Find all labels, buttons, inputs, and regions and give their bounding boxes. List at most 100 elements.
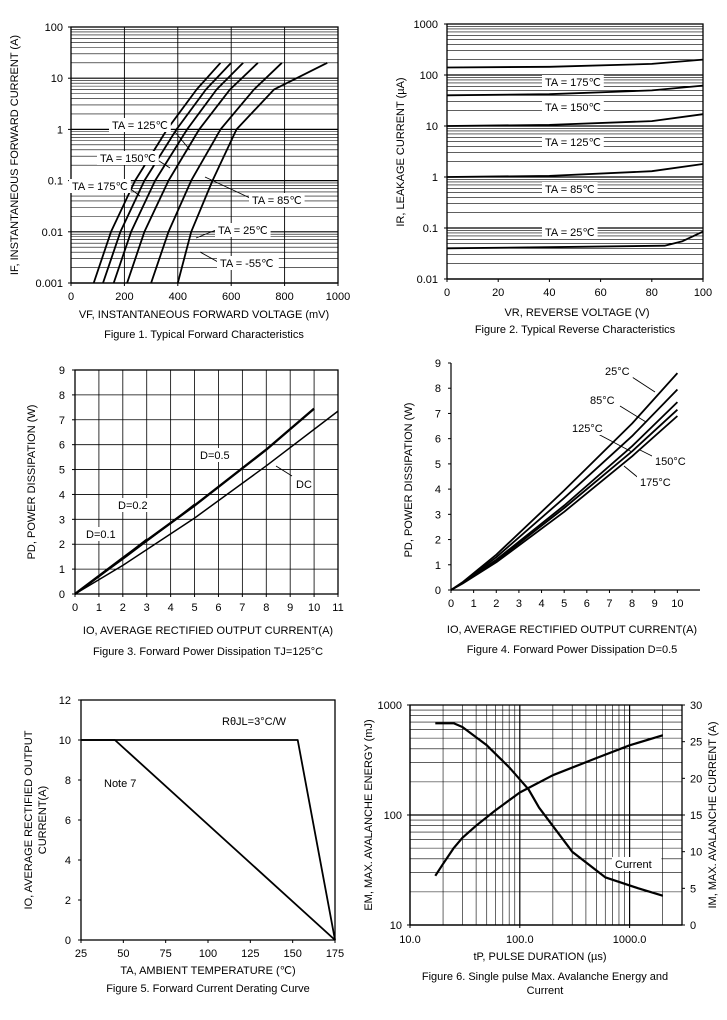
curve-label: TA = 25℃ [218,225,268,237]
y-tick-label: 1000 [378,700,402,712]
y-tick-label: 9 [59,365,65,377]
curve-label: TA = 175℃ [545,77,601,89]
y-axis-label: PD, POWER DISSIPATION (W) [403,403,415,558]
plot-frame [446,23,704,280]
x-tick-label: 0 [448,598,454,610]
y2-tick-label: 15 [690,810,702,822]
y-tick-label: 8 [59,390,65,402]
x-tick-label: 5 [561,598,567,610]
x-tick-label: 7 [239,602,245,614]
figure-caption: Figure 1. Typical Forward Characteristic… [104,329,304,341]
x-tick-label: 10 [671,598,683,610]
figure-5-current-derating: 0 2 4 6 8 10 12 25 50 75 100 125 150 175 RθJL=3°C/W Not… [23,695,344,995]
x-tick-label: 75 [160,948,172,960]
curve-label-bg [542,182,598,196]
y-tick-label: 100 [45,22,63,34]
label-leader [174,131,191,151]
curve-label: TA = 85℃ [545,184,595,196]
x-tick-label: 800 [275,291,293,303]
curve-label: TA = 85℃ [252,195,302,207]
y-tick-label: 100 [384,810,402,822]
x-tick-label: 20 [492,287,504,299]
curve-label-bg [602,364,633,378]
note-label: Note 7 [104,778,136,790]
figure-6-avalanche-energy-current: 10 100 1000 10.0 100.0 1000.0 0 5 10 15 20 25 30 Curr… [363,700,719,997]
x-tick-label: 10 [308,602,320,614]
curve-label: TA = 125℃ [545,137,601,149]
y-tick-label: 10 [426,121,438,133]
x-axis-label: IO, AVERAGE RECTIFIED OUTPUT CURRENT(A) [447,624,697,636]
current-label-bg [612,857,662,871]
thermal-resistance-label: RθJL=3°C/W [222,716,287,728]
curve-label-bg [249,193,305,207]
y-tick-label: 0.1 [48,176,63,188]
x-tick-label: 100 [694,287,712,299]
y-tick-label: 1000 [414,19,438,31]
y2-tick-label: 30 [690,700,702,712]
curve-label-bg [542,100,604,114]
x-axis-label: VF, INSTANTANEOUS FORWARD VOLTAGE (mV) [79,309,329,321]
y-tick-label: 4 [59,489,65,501]
y-tick-label: 0.1 [423,223,438,235]
x-tick-label: 150 [283,948,301,960]
y-axis-left-label: EM, MAX. AVALANCHE ENERGY (mJ) [363,719,375,910]
x-tick-label: 10.0 [399,934,420,946]
y-tick-label: 6 [65,815,71,827]
curve-label-bg [637,475,674,489]
y2-tick-label: 5 [690,883,696,895]
curve-label: TA = 150℃ [100,153,156,165]
current-curve [435,722,664,897]
x-tick-label: 400 [169,291,187,303]
figure-3-power-dissipation-tj125: 0 1 2 3 4 5 6 7 8 9 0 1 2 3 4 5 6 7 8 9 10 11 D=0.1 D=0.2 D=0.5 D… [26,365,344,658]
derating-curve [81,739,336,941]
y-tick-label: 12 [59,695,71,707]
x-tick-label: 1000.0 [613,934,647,946]
curve-label: 125°C [572,423,603,435]
y-tick-label: 2 [435,535,441,547]
y2-tick-label: 0 [690,920,696,932]
x-tick-label: 9 [652,598,658,610]
x-tick-label: 200 [115,291,133,303]
curve-label: 85°C [590,395,615,407]
leakage-curve [446,163,704,178]
curve-label-bg [83,527,120,541]
y-tick-label: 100 [420,70,438,82]
curve-label-bg [69,179,131,193]
y-tick-label: 7 [59,415,65,427]
x-tick-label: 100.0 [506,934,534,946]
forward-curve [150,62,283,284]
label-leader [204,176,251,199]
curve-label: TA = 175℃ [72,181,128,193]
figure-caption: Figure 5. Forward Current Derating Curve [106,983,310,995]
leakage-curve [446,58,704,69]
y-tick-label: 4 [65,855,71,867]
curve-label-bg [109,118,171,132]
y-tick-label: 9 [435,358,441,370]
curve-label-bg [293,477,312,491]
curve-label: 25°C [605,366,630,378]
y-tick-label: 0 [65,935,71,947]
curve-label-bg [542,75,604,89]
y-tick-label: 7 [435,408,441,420]
figure-4-power-dissipation-d05: 0 1 2 3 4 5 6 7 8 9 0 1 2 3 4 5 6 7 8 9 10 25°C 85°C 125°C 150°C… [403,358,700,656]
curve-label-bg [542,135,604,149]
y-axis-label-line1: IO, AVERAGE RECTIFIED OUTPUT [23,730,35,909]
plot-frame [70,26,339,284]
power-curve [74,410,339,595]
y-axis-label: IR, LEAKAGE CURRENT (µA) [395,77,407,226]
x-axis-label: TA, AMBIENT TEMPERATURE (℃) [120,965,295,977]
x-tick-label: 125 [241,948,259,960]
figure-caption: Figure 4. Forward Power Dissipation D=0.… [467,644,678,656]
y-tick-label: 6 [435,434,441,446]
curve-label: 150°C [655,456,686,468]
y-tick-label: 10 [390,920,402,932]
curve-label: 175°C [640,477,671,489]
curve-label: D=0.5 [200,450,230,462]
x-tick-label: 1 [471,598,477,610]
power-curve [74,407,315,595]
y-tick-label: 1 [432,172,438,184]
y-tick-label: 6 [59,440,65,452]
derating-curve [81,739,336,941]
